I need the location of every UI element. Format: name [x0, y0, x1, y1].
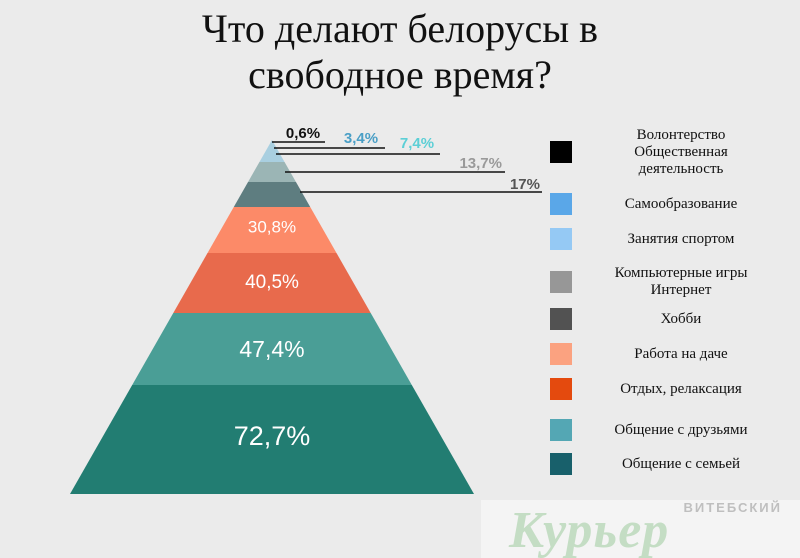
legend-label: Хобби	[660, 310, 702, 327]
legend-item: Отдых, релаксация	[550, 378, 790, 400]
legend-swatch	[550, 343, 572, 365]
data-label: 40,5%	[245, 272, 299, 293]
legend-item: Самообразование	[550, 193, 790, 215]
legend-swatch	[550, 419, 572, 441]
legend-label: Компьютерные игры Интернет	[614, 265, 748, 298]
legend-swatch	[550, 228, 572, 250]
legend-swatch	[550, 378, 572, 400]
legend-swatch	[550, 193, 572, 215]
legend-item: Волонтерство Общественная деятельность	[550, 127, 790, 178]
pyramid-band	[70, 385, 474, 494]
legend-label: Отдых, релаксация	[620, 380, 742, 397]
data-label: 17%	[510, 176, 540, 193]
legend-label: Общение с друзьями	[614, 421, 748, 438]
legend-item: Работа на даче	[550, 343, 790, 365]
data-label: 3,4%	[344, 130, 378, 147]
pyramid-band	[207, 207, 337, 253]
data-label: 7,4%	[400, 135, 434, 152]
legend-label: Занятия спортом	[627, 230, 735, 247]
legend-swatch	[550, 308, 572, 330]
watermark-logo: ВИТЕБСКИЙ Курьер	[481, 500, 800, 558]
legend-label: Работа на даче	[634, 345, 728, 362]
watermark-top-text: ВИТЕБСКИЙ	[683, 500, 782, 515]
legend-swatch	[550, 141, 572, 163]
legend-label: Общение с семьей	[621, 455, 741, 472]
data-label: 47,4%	[239, 336, 304, 362]
pyramid-tip	[259, 140, 285, 162]
chart-title: Что делают белорусы в свободное время?	[201, 6, 599, 97]
legend-item: Занятия спортом	[550, 228, 790, 250]
legend-item: Общение с друзьями	[550, 419, 790, 441]
pyramid-band	[248, 162, 296, 182]
legend-label: Волонтерство Общественная деятельность	[634, 126, 728, 177]
data-label: 13,7%	[459, 155, 502, 172]
legend-item: Хобби	[550, 308, 790, 330]
data-label: 0,6%	[286, 125, 320, 142]
legend-swatch	[550, 271, 572, 293]
data-label: 30,8%	[248, 217, 296, 236]
pyramid-band	[233, 182, 311, 207]
pyramid-band	[132, 313, 412, 385]
watermark-main-text: Курьер	[509, 502, 670, 558]
legend-swatch	[550, 453, 572, 475]
pyramid-band	[173, 253, 371, 313]
legend-item: Общение с семьей	[550, 453, 790, 475]
legend: Волонтерство Общественная деятельность Са…	[550, 122, 790, 482]
legend-item: Компьютерные игры Интернет	[550, 265, 790, 299]
legend-label: Самообразование	[624, 195, 738, 212]
data-label: 72,7%	[234, 421, 311, 451]
